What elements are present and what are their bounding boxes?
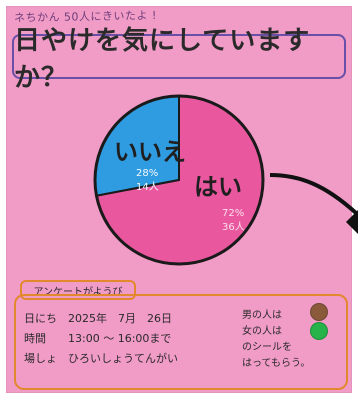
survey-date: 日にち 2025年 7月 26日 bbox=[24, 312, 172, 325]
pie-chart-svg: いいえ 28% 14人 はい 72% 36人 bbox=[93, 94, 265, 266]
legend-action-label: はってもらう。 bbox=[242, 358, 311, 369]
label-iie: いいえ bbox=[114, 138, 186, 166]
pie-chart: いいえ 28% 14人 はい 72% 36人 bbox=[54, 70, 304, 290]
label-iie-small-1: 28% bbox=[136, 168, 158, 179]
survey-heading: アンケートがようび bbox=[20, 280, 136, 300]
legend-female-label: 女の人は bbox=[242, 326, 282, 337]
survey-place: 場しょ ひろいしょうてんがい bbox=[24, 352, 178, 365]
label-hai-small-2: 36人 bbox=[222, 221, 245, 233]
survey-time: 時間 13:00 〜 16:00まで bbox=[24, 332, 172, 345]
label-hai: はい bbox=[194, 173, 242, 201]
arrow-icon bbox=[270, 173, 358, 215]
label-iie-small-2: 14人 bbox=[136, 181, 159, 193]
legend-sticker-label: のシールを bbox=[242, 342, 292, 353]
legend-male-label: 男の人は bbox=[242, 310, 282, 321]
male-sticker-icon bbox=[310, 303, 328, 321]
female-sticker-icon bbox=[310, 322, 328, 340]
survey-info-box: 日にち 2025年 7月 26日 時間 13:00 〜 16:00まで 場しょ … bbox=[14, 294, 348, 390]
label-hai-small-1: 72% bbox=[222, 208, 244, 219]
pie-outline bbox=[93, 94, 265, 266]
